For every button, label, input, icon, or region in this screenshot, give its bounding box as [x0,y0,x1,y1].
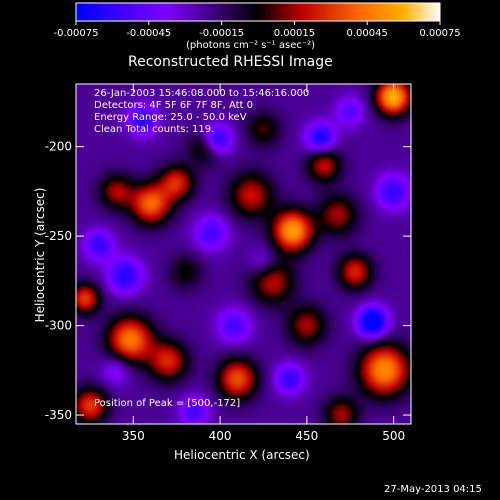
y-tick-label: -250 [45,229,72,243]
plot-frame [75,83,412,425]
chart-title: Reconstructed RHESSI Image [128,54,333,70]
colorbar-unit-label: (photons cm⁻² s⁻¹ asec⁻²) [186,40,316,51]
annotation-energy-range: Energy Range: 25.0 - 50.0 keV [94,112,247,123]
colorbar-tick-label: -0.00015 [199,28,244,39]
x-axis-label: Heliocentric X (arcsec) [174,448,310,462]
colorbar [76,3,440,21]
colorbar-tick-label: 0.00045 [347,28,388,39]
footer-timestamp: 27-May-2013 04:15 [384,484,482,495]
colorbar-tick-label: 0.00075 [419,28,460,39]
y-tick-label: -300 [45,319,72,333]
annotation-detectors: Detectors: 4F 5F 6F 7F 8F, Att 0 [94,100,254,111]
colorbar-tick-label: -0.00075 [54,28,99,39]
x-tick-label: 450 [295,429,318,443]
annotation-peak-position: Position of Peak = [500,-172] [94,398,241,409]
y-axis-label: Heliocentric Y (arcsec) [33,187,47,323]
heatmap-image [76,84,411,424]
y-tick-label: -200 [45,140,72,154]
annotation-clean-counts: Clean Total counts: 119. [94,124,215,135]
colorbar-tick-label: -0.00045 [126,28,171,39]
annotation-time-range: 26-Jan-2003 15:46:08.000 to 15:46:16.000 [94,88,310,99]
x-tick-label: 500 [382,429,405,443]
colorbar-frame [75,2,441,22]
y-tick-label: -350 [45,408,72,422]
x-tick-label: 350 [122,429,145,443]
colorbar-tick-label: 0.00015 [274,28,315,39]
x-tick-label: 400 [209,429,232,443]
